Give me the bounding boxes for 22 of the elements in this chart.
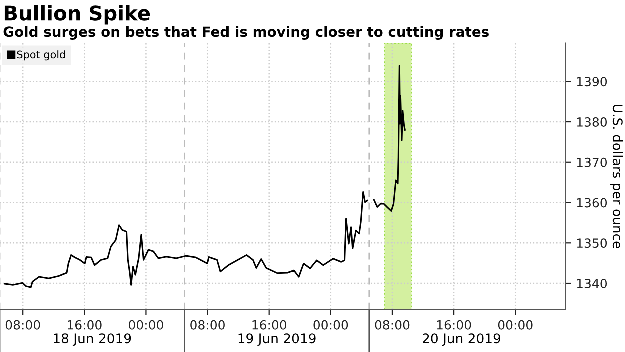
x-tick-label: 16:00	[252, 320, 287, 330]
x-tick-label: 00:00	[129, 320, 164, 330]
x-tick-label: 08:00	[190, 320, 225, 330]
x2-tick-label: 19 Jun 2019	[238, 334, 316, 346]
y-tick-label: 1370	[577, 158, 608, 168]
x-tick-label: 00:00	[314, 320, 348, 330]
y-tick-label: 1340	[577, 278, 608, 288]
x2-tick-label: 20 Jun 2019	[423, 334, 500, 346]
y-tick-label: 1380	[577, 117, 608, 127]
x-tick-label: 08:00	[6, 320, 40, 330]
y-tick-label: 1350	[577, 238, 608, 248]
y-tick-label: 1360	[577, 198, 608, 208]
x-tick-label: 08:00	[375, 320, 410, 330]
chart-title: Bullion Spike	[4, 5, 150, 25]
x-tick-label: 16:00	[68, 320, 102, 330]
y-tick-label: 1390	[577, 77, 608, 87]
legend-label: Spot gold	[17, 50, 66, 61]
y-axis-title: U.S. dollars per ounce	[610, 105, 624, 248]
x-tick-label: 16:00	[437, 320, 472, 330]
chart-subtitle: Gold surges on bets that Fed is moving closer to cutting rates	[4, 26, 489, 40]
x-tick-label: 00:00	[498, 320, 533, 330]
x2-tick-label: 18 Jun 2019	[54, 334, 132, 346]
